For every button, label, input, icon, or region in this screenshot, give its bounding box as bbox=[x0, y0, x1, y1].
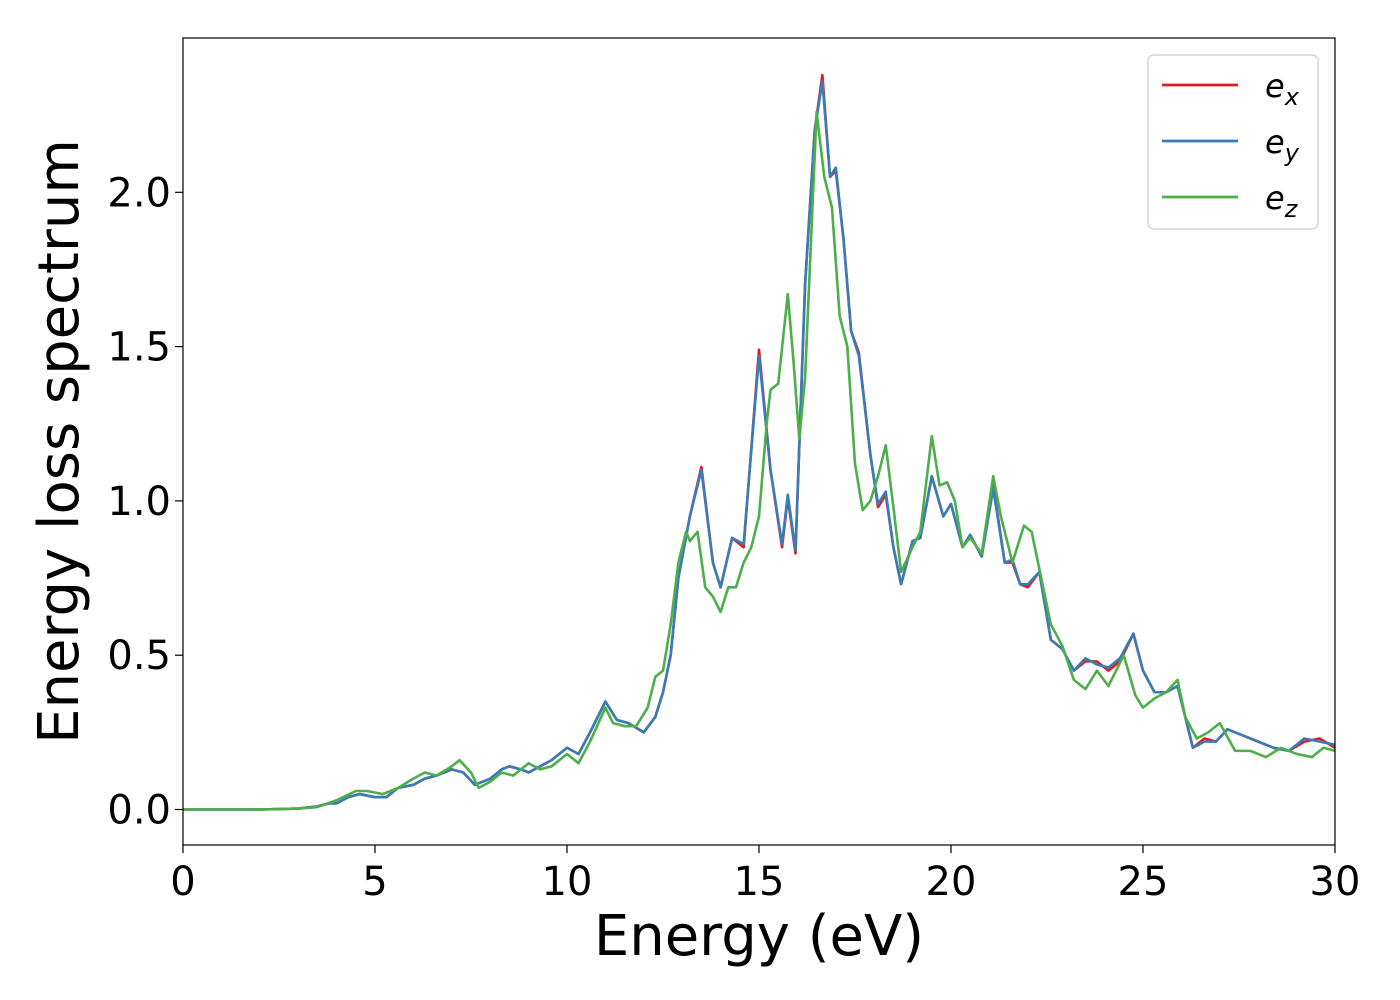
x-axis-label: Energy (eV) bbox=[594, 904, 924, 969]
series-line-y bbox=[183, 79, 1335, 811]
x-tick-label: 25 bbox=[1118, 859, 1169, 905]
legend-label: ey bbox=[1265, 123, 1300, 167]
y-tick-label: 0.5 bbox=[107, 633, 171, 679]
y-tick-label: 1.5 bbox=[107, 325, 171, 371]
legend-label-base: e bbox=[1265, 179, 1285, 217]
series-lines bbox=[183, 73, 1335, 811]
legend-label-base: e bbox=[1265, 123, 1285, 161]
y-axis-label: Energy loss spectrum bbox=[27, 139, 92, 744]
x-tick-label: 10 bbox=[542, 859, 593, 905]
x-tick-label: 15 bbox=[734, 859, 785, 905]
legend-label-subscript: x bbox=[1284, 83, 1300, 111]
x-axis-ticks: 0 5 10 15 20 25 30 bbox=[170, 845, 1360, 905]
legend-item-x: ex bbox=[1162, 67, 1300, 111]
legend-item-y: ey bbox=[1162, 123, 1300, 167]
x-tick-label: 0 bbox=[170, 859, 195, 905]
legend-label: ez bbox=[1265, 179, 1299, 223]
legend-item-z: ez bbox=[1162, 179, 1299, 223]
legend-label-subscript: z bbox=[1284, 195, 1299, 223]
y-tick-label: 0.0 bbox=[107, 788, 171, 834]
x-tick-label: 5 bbox=[362, 859, 387, 905]
legend-label-base: e bbox=[1265, 67, 1285, 105]
legend-label: ex bbox=[1265, 67, 1300, 111]
y-tick-label: 1.0 bbox=[107, 479, 171, 525]
x-tick-label: 20 bbox=[926, 859, 977, 905]
series-line-z bbox=[183, 110, 1335, 811]
legend-label-subscript: y bbox=[1284, 139, 1300, 167]
y-axis-ticks: 0.0 0.5 1.0 1.5 2.0 bbox=[107, 170, 183, 834]
y-tick-label: 2.0 bbox=[107, 170, 171, 216]
x-tick-label: 30 bbox=[1310, 859, 1361, 905]
